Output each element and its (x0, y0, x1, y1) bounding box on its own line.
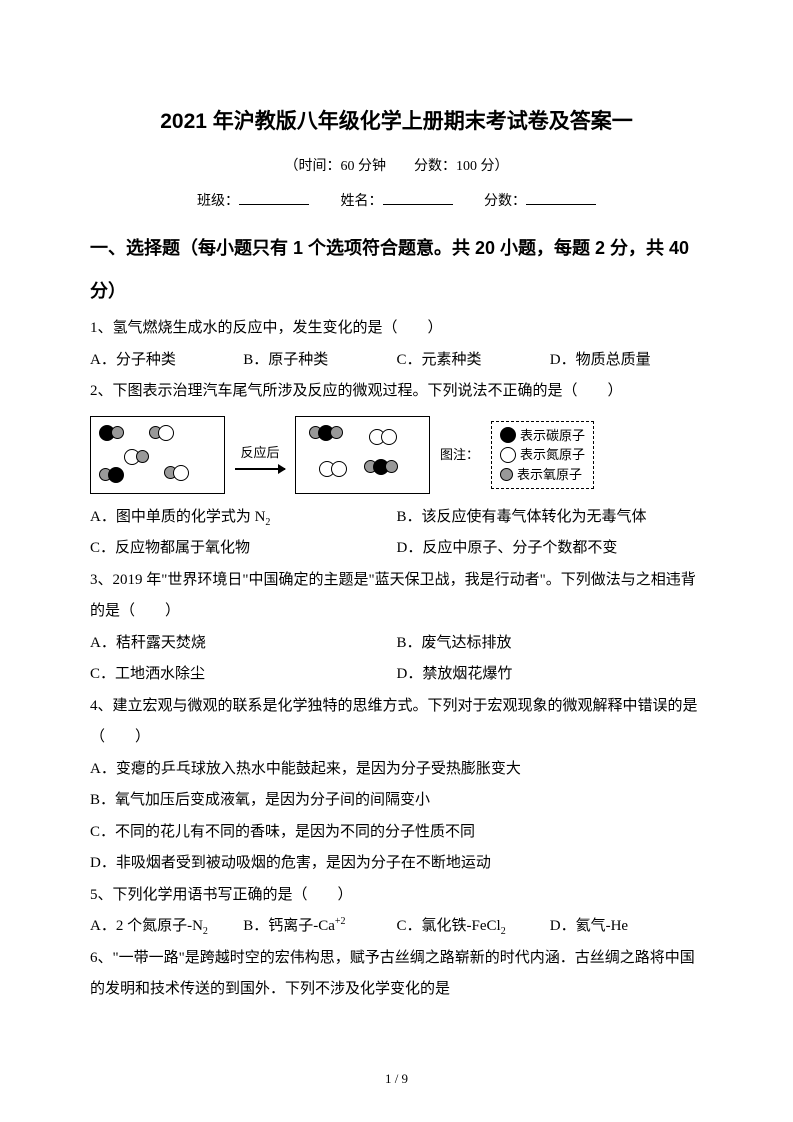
q5-b: B．钙离子-Ca+2 (243, 911, 396, 943)
q5-a: A．2 个氮原子-N2 (90, 911, 243, 943)
q3-b: B．废气达标排放 (397, 628, 704, 660)
page-number: 1 / 9 (0, 1065, 793, 1092)
q4-options: A．变瘪的乒乓球放入热水中能鼓起来，是因为分子受热膨胀变大 B．氧气加压后变成液… (90, 754, 703, 880)
student-info: 班级： 姓名： 分数： (90, 187, 703, 216)
section-1-title: 一、选择题（每小题只有 1 个选项符合题意。共 20 小题，每题 2 分，共 4… (90, 227, 703, 313)
name-blank[interactable] (383, 189, 453, 205)
q6-text: 6、"一带一路"是跨越时空的宏伟构思，赋予古丝绸之路崭新的时代内涵．古丝绸之路将… (90, 943, 703, 1006)
q5-d: D．氦气-He (550, 911, 703, 943)
q2-text: 2、下图表示治理汽车尾气所涉及反应的微观过程。下列说法不正确的是（ ） (90, 376, 703, 408)
legend-box: 表示碳原子 表示氮原子 表示氧原子 (491, 421, 594, 490)
class-label: 班级： (197, 194, 239, 209)
q4-b: B．氧气加压后变成液氧，是因为分子间的间隔变小 (90, 785, 703, 817)
name-label: 姓名： (341, 194, 383, 209)
q3-text: 3、2019 年"世界环境日"中国确定的主题是"蓝天保卫战，我是行动者"。下列做… (90, 565, 703, 628)
reaction-arrow: 反应后 (235, 439, 285, 470)
score-blank[interactable] (526, 189, 596, 205)
legend-nitrogen: 表示氮原子 (500, 445, 585, 465)
exam-title: 2021 年沪教版八年级化学上册期末考试卷及答案一 (90, 100, 703, 144)
reactants-box (90, 416, 225, 494)
q1-c: C．元素种类 (397, 345, 550, 377)
q3-options: A．秸秆露天焚烧 B．废气达标排放 C．工地洒水除尘 D．禁放烟花爆竹 (90, 628, 703, 691)
time-score: （时间：60 分钟 分数：100 分） (90, 152, 703, 181)
q1-a: A．分子种类 (90, 345, 243, 377)
q5-c: C．氯化铁-FeCl2 (397, 911, 550, 943)
q2-diagram: 反应后 图注： 表示碳原子 表示氮原子 表示氧原子 (90, 416, 703, 494)
q1-b: B．原子种类 (243, 345, 396, 377)
q5-text: 5、下列化学用语书写正确的是（ ） (90, 880, 703, 912)
q3-d: D．禁放烟花爆竹 (397, 659, 704, 691)
q5-options: A．2 个氮原子-N2 B．钙离子-Ca+2 C．氯化铁-FeCl2 D．氦气-… (90, 911, 703, 943)
score-label: 分数： (484, 194, 526, 209)
q2-b: B．该反应使有毒气体转化为无毒气体 (397, 502, 704, 534)
q3-a: A．秸秆露天焚烧 (90, 628, 397, 660)
q1-text: 1、氢气燃烧生成水的反应中，发生变化的是（ ） (90, 313, 703, 345)
q4-d: D．非吸烟者受到被动吸烟的危害，是因为分子在不断地运动 (90, 848, 703, 880)
q2-options: A．图中单质的化学式为 N2 B．该反应使有毒气体转化为无毒气体 C．反应物都属… (90, 502, 703, 565)
legend-carbon: 表示碳原子 (500, 426, 585, 446)
q2-a: A．图中单质的化学式为 N2 (90, 502, 397, 534)
products-box (295, 416, 430, 494)
q4-a: A．变瘪的乒乓球放入热水中能鼓起来，是因为分子受热膨胀变大 (90, 754, 703, 786)
arrow-label: 反应后 (240, 439, 279, 466)
legend-header: 图注： (440, 441, 479, 468)
q4-text: 4、建立宏观与微观的联系是化学独特的思维方式。下列对于宏观现象的微观解释中错误的… (90, 691, 703, 754)
class-blank[interactable] (239, 189, 309, 205)
q2-c: C．反应物都属于氧化物 (90, 533, 397, 565)
q1-d: D．物质总质量 (550, 345, 703, 377)
q1-options: A．分子种类 B．原子种类 C．元素种类 D．物质总质量 (90, 345, 703, 377)
q2-d: D．反应中原子、分子个数都不变 (397, 533, 704, 565)
q4-c: C．不同的花儿有不同的香味，是因为不同的分子性质不同 (90, 817, 703, 849)
q3-c: C．工地洒水除尘 (90, 659, 397, 691)
legend-oxygen: 表示氧原子 (500, 465, 585, 485)
